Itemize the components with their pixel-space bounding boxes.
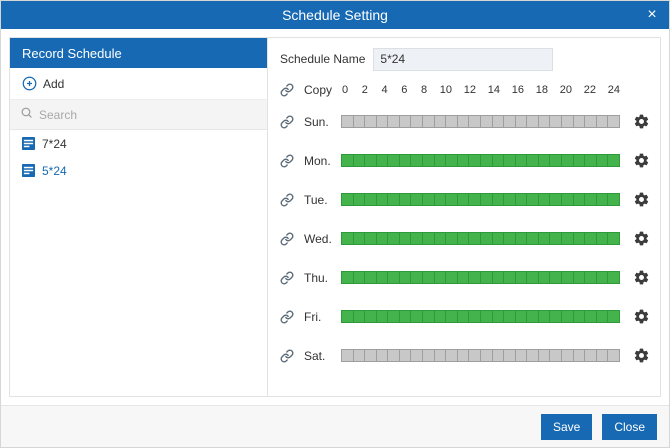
link-icon[interactable] [280, 193, 304, 207]
timeline-bar[interactable] [341, 310, 620, 323]
dialog-content: Record Schedule Add 7*245*24 Sc [1, 29, 669, 405]
schedule-name-row: Schedule Name [280, 46, 650, 72]
link-icon[interactable] [280, 154, 304, 168]
search-icon [20, 106, 33, 124]
day-label: Sat. [304, 348, 326, 363]
gear-icon[interactable] [620, 152, 650, 169]
day-label: Sun. [304, 114, 329, 129]
timeline-bar[interactable] [341, 271, 620, 284]
link-icon[interactable] [280, 115, 304, 129]
schedule-item-icon [22, 137, 35, 150]
gear-icon[interactable] [620, 308, 650, 325]
time-scale-tick: 2 [361, 84, 368, 96]
time-scale-tick: 0 [341, 84, 349, 96]
schedule-item-label: 5*24 [42, 163, 67, 178]
gear-icon[interactable] [620, 191, 650, 208]
schedule-editor-panel: Schedule Name Copy 024681012141618202224… [268, 38, 660, 396]
link-icon[interactable] [280, 83, 304, 97]
panel-box: Record Schedule Add 7*245*24 Sc [9, 37, 661, 397]
link-icon[interactable] [280, 271, 304, 285]
day-label: Tue. [304, 192, 328, 207]
save-button[interactable]: Save [540, 413, 593, 440]
copy-label[interactable]: Copy [304, 83, 333, 97]
day-label: Fri. [304, 309, 322, 324]
time-scale-tick: 6 [401, 84, 408, 96]
time-scale-tick: 24 [607, 84, 620, 96]
time-scale-tick: 16 [511, 84, 524, 96]
time-scale: 0 2 4 6 8 10 12 14 16 18 20 22 24 [341, 84, 620, 96]
day-label: Thu. [304, 270, 329, 285]
day-row-wed: Wed. [280, 219, 650, 258]
link-icon[interactable] [280, 349, 304, 363]
day-row-fri: Fri. [280, 297, 650, 336]
time-scale-tick: 14 [487, 84, 500, 96]
day-label: Mon. [304, 153, 331, 168]
search-input[interactable] [39, 107, 257, 122]
timeline-bar[interactable] [341, 193, 620, 206]
day-row-tue: Tue. [280, 180, 650, 219]
timeline-bar[interactable] [341, 154, 620, 167]
add-icon [22, 76, 37, 91]
day-row-thu: Thu. [280, 258, 650, 297]
link-icon[interactable] [280, 232, 304, 246]
add-label: Add [43, 76, 65, 91]
timeline-bar[interactable] [341, 232, 620, 245]
time-scale-tick: 22 [583, 84, 596, 96]
copy-row: Copy 0 2 4 6 8 10 12 14 16 18 20 22 24 [280, 80, 650, 100]
gear-icon[interactable] [620, 347, 650, 364]
link-icon[interactable] [280, 310, 304, 324]
schedule-list-item[interactable]: 7*24 [10, 130, 267, 157]
time-scale-tick: 4 [381, 84, 388, 96]
time-scale-tick: 10 [439, 84, 452, 96]
time-scale-tick: 12 [463, 84, 476, 96]
day-row-sat: Sat. [280, 336, 650, 375]
record-schedule-header: Record Schedule [10, 38, 267, 68]
close-button[interactable]: Close [602, 413, 657, 440]
schedule-name-input[interactable] [373, 47, 554, 71]
schedule-item-icon [22, 164, 35, 177]
gear-icon[interactable] [620, 269, 650, 286]
time-scale-tick: 20 [559, 84, 572, 96]
record-schedule-panel: Record Schedule Add 7*24 5*24 [10, 38, 268, 396]
gear-icon[interactable] [620, 113, 650, 130]
timeline-bar[interactable] [341, 349, 620, 362]
time-scale-tick: 8 [420, 84, 428, 96]
timeline-bar[interactable] [341, 115, 620, 128]
search-bar [10, 100, 267, 130]
close-icon[interactable]: × [635, 1, 669, 29]
time-scale-tick: 18 [535, 84, 548, 96]
day-row-sun: Sun. [280, 102, 650, 141]
schedule-list: 7*24 5*24 [10, 130, 267, 396]
gear-icon[interactable] [620, 230, 650, 247]
schedule-item-label: 7*24 [42, 136, 67, 151]
dialog-titlebar: Schedule Setting × [1, 1, 669, 29]
dialog-footer: Save Close [1, 405, 669, 447]
schedule-days: Sun. Mon. Tue. Wed. Thu. Fri. Sat. [280, 102, 650, 375]
day-label: Wed. [304, 231, 332, 246]
schedule-name-label: Schedule Name [280, 52, 366, 66]
schedule-list-item[interactable]: 5*24 [10, 157, 267, 184]
dialog-title: Schedule Setting [282, 7, 388, 23]
add-schedule-button[interactable]: Add [10, 68, 267, 100]
day-row-mon: Mon. [280, 141, 650, 180]
